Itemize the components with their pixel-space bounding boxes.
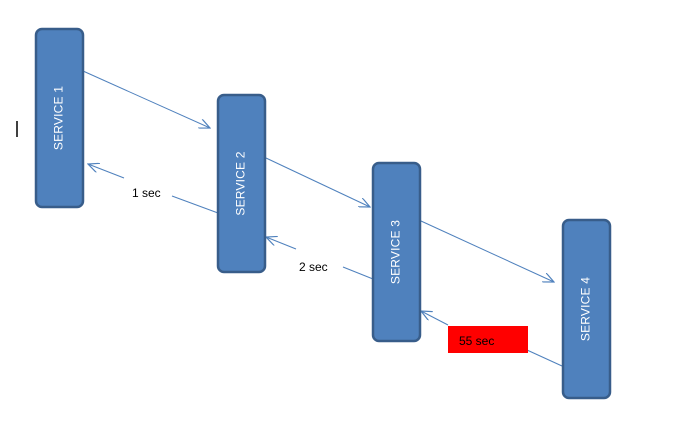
request-arrow-2-to-3 (265, 157, 370, 207)
request-arrow-1-to-2 (82, 70, 210, 128)
response-time-highlight: 55 sec (448, 326, 528, 353)
response-time-label-3: 55 sec (459, 334, 494, 348)
service-label-1: SERVICE 1 (52, 86, 66, 150)
response-arrow-4-to-3-head (421, 311, 449, 326)
response-time-label-2: 2 sec (299, 260, 328, 274)
response-arrow-3-to-2-head (266, 237, 297, 250)
service-box-1: SERVICE 1 (34, 27, 85, 209)
service-label-4: SERVICE 4 (579, 277, 593, 341)
response-arrow-2-to-1-head (88, 164, 125, 179)
service-box-4: SERVICE 4 (561, 218, 612, 400)
highlight-box (448, 326, 528, 353)
response-time-label-1: 1 sec (132, 186, 161, 200)
service-box-2: SERVICE 2 (216, 93, 267, 274)
service-label-2: SERVICE 2 (234, 151, 248, 215)
response-arrow-2-to-1-tail (171, 195, 219, 214)
response-arrow-3-to-2-tail (342, 266, 374, 280)
request-arrow-3-to-4 (420, 220, 554, 282)
response-arrow-4-to-3-tail (526, 349, 563, 367)
service-box-3: SERVICE 3 (371, 161, 422, 343)
service-label-3: SERVICE 3 (389, 220, 403, 284)
